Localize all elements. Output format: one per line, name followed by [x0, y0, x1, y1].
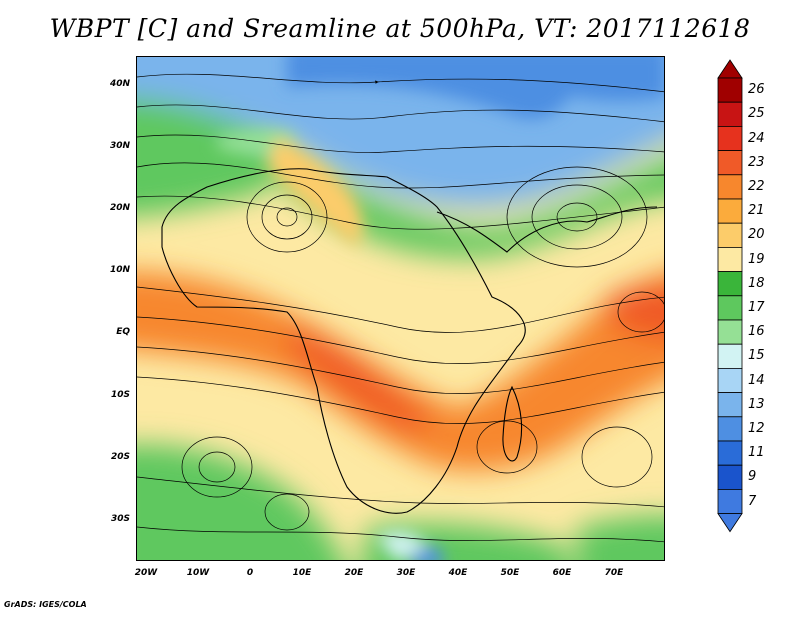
colorbar-cell	[717, 222, 743, 248]
map-title: WBPT [C] and Sreamline at 500hPa, VT: 20…	[49, 14, 751, 43]
colorbar-label: 11	[748, 445, 765, 461]
colorbar-label: 20	[748, 227, 765, 243]
lat-label-eq: EQ	[116, 327, 130, 337]
credit-label: GrADS: IGES/COLA	[4, 600, 87, 609]
colorbar-label: 18	[748, 275, 765, 291]
colorbar-label: 14	[748, 372, 765, 388]
wbpt-field	[137, 57, 664, 560]
colorbar-label: 19	[748, 251, 765, 267]
streamlines	[137, 73, 664, 543]
colorbar-label: 26	[748, 82, 765, 98]
lat-label-20n: 20N	[109, 203, 130, 213]
colorbar-cell	[717, 150, 743, 176]
colorbar-cell	[717, 440, 743, 466]
coastlines	[161, 168, 658, 514]
colorbar-label: 22	[748, 178, 765, 194]
colorbar-cell	[717, 343, 743, 369]
colorbar-cell	[717, 246, 743, 272]
colorbar-bottom-arrow	[717, 513, 743, 533]
lat-label-20s: 20S	[110, 452, 130, 462]
colorbar-label: 7	[748, 493, 757, 509]
map-panel	[136, 56, 665, 561]
lon-label-50e: 50E	[500, 568, 520, 578]
lon-label-60e: 60E	[552, 568, 572, 578]
lat-label-40n: 40N	[109, 79, 130, 89]
colorbar-cell	[717, 392, 743, 418]
lon-label-30e: 30E	[396, 568, 416, 578]
colorbar-cell	[717, 367, 743, 393]
colorbar-cell	[717, 126, 743, 152]
lat-label-30s: 30S	[110, 514, 130, 524]
colorbar-label: 25	[748, 106, 765, 122]
colorbar-cell	[717, 101, 743, 127]
lon-label-40e: 40E	[448, 568, 468, 578]
colorbar-cell	[717, 319, 743, 345]
colorbar-cell	[717, 174, 743, 200]
colorbar-top-arrow	[717, 59, 743, 79]
colorbar-label: 12	[748, 420, 765, 436]
colorbar-label: 21	[748, 203, 765, 219]
colorbar-cell	[717, 416, 743, 442]
colorbar	[717, 59, 743, 533]
colorbar-cell	[717, 77, 743, 103]
colorbar-cell	[717, 295, 743, 321]
colorbar-label: 17	[748, 299, 765, 315]
colorbar-label: 9	[748, 469, 757, 485]
lon-label-20w: 20W	[134, 568, 158, 578]
lon-label-10w: 10W	[186, 568, 210, 578]
colorbar-cell	[717, 271, 743, 297]
colorbar-label: 15	[748, 348, 765, 364]
lat-label-30n: 30N	[109, 141, 130, 151]
lat-label-10n: 10N	[109, 265, 130, 275]
colorbar-cell	[717, 464, 743, 490]
colorbar-label: 13	[748, 396, 765, 412]
colorbar-label: 24	[748, 130, 765, 146]
lon-label-0: 0	[246, 568, 254, 578]
lat-label-10s: 10S	[110, 390, 130, 400]
colorbar-cell	[717, 198, 743, 224]
colorbar-label: 23	[748, 154, 765, 170]
lon-label-20e: 20E	[344, 568, 364, 578]
colorbar-label: 16	[748, 324, 765, 340]
colorbar-cell	[717, 488, 743, 514]
lon-label-10e: 10E	[292, 568, 312, 578]
lon-label-70e: 70E	[604, 568, 624, 578]
